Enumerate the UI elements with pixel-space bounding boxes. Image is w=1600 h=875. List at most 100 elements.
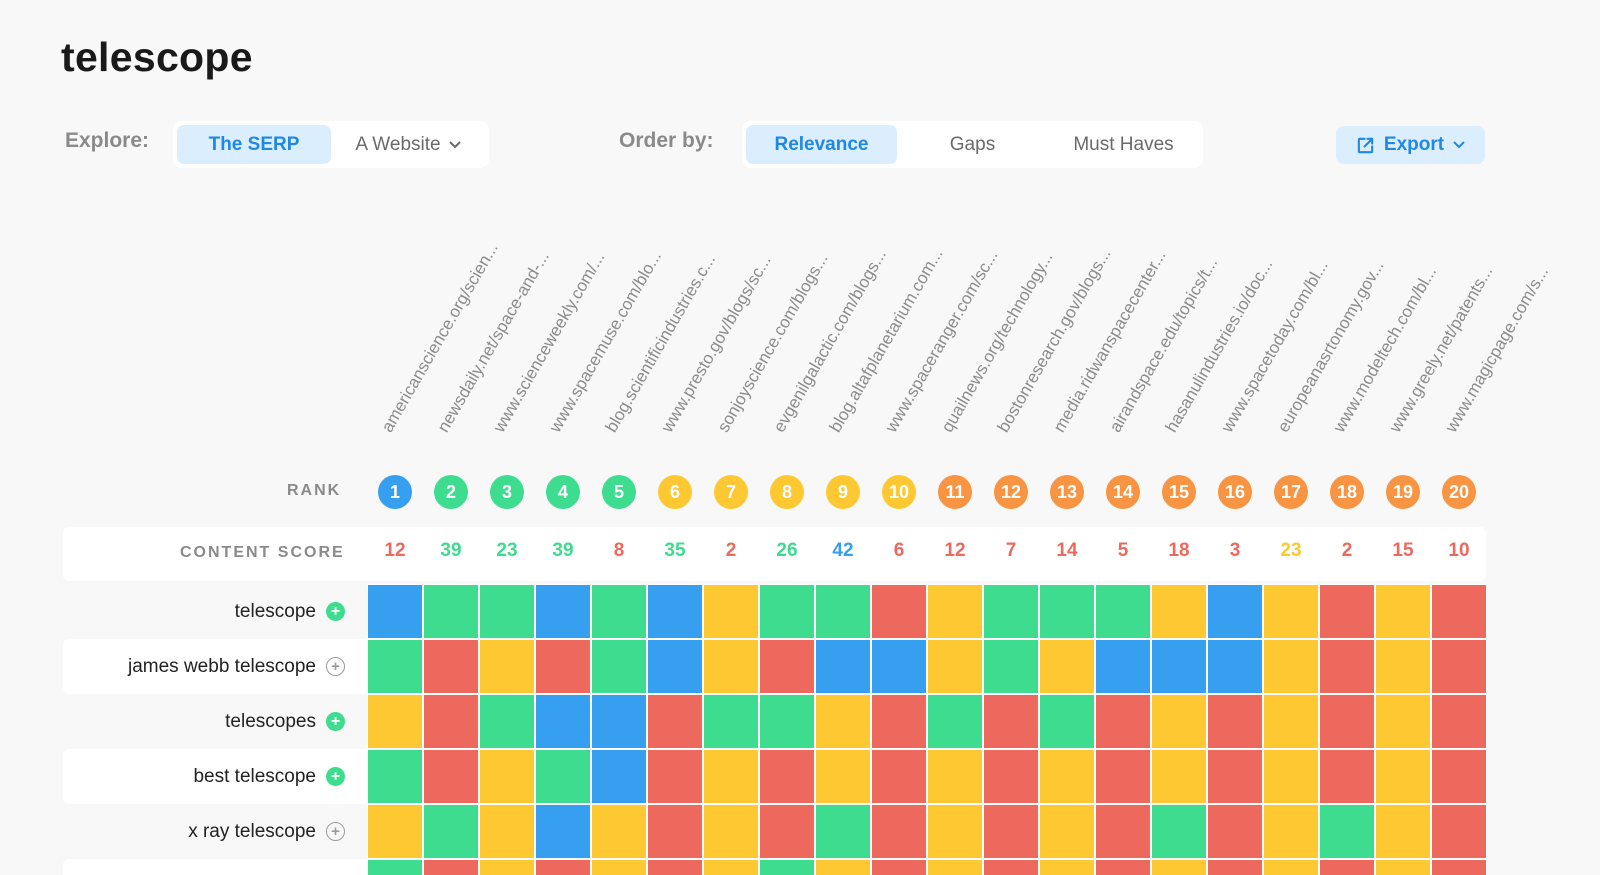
heatmap-cell[interactable] xyxy=(815,749,871,804)
heatmap-cell[interactable] xyxy=(815,639,871,694)
heatmap-cell[interactable] xyxy=(927,694,983,749)
heatmap-cell[interactable] xyxy=(367,639,423,694)
heatmap-cell[interactable] xyxy=(871,859,927,875)
heatmap-cell[interactable] xyxy=(1151,859,1207,875)
order-gaps-button[interactable]: Gaps xyxy=(949,133,996,155)
heatmap-cell[interactable] xyxy=(535,694,591,749)
heatmap-cell[interactable] xyxy=(1207,584,1263,639)
explore-a-website-dropdown[interactable]: A Website xyxy=(331,125,485,164)
heatmap-cell[interactable] xyxy=(1039,804,1095,859)
heatmap-cell[interactable] xyxy=(1039,859,1095,875)
heatmap-cell[interactable] xyxy=(591,859,647,875)
heatmap-cell[interactable] xyxy=(1375,859,1431,875)
heatmap-cell[interactable] xyxy=(1319,749,1375,804)
heatmap-cell[interactable] xyxy=(591,639,647,694)
heatmap-cell[interactable] xyxy=(1207,694,1263,749)
heatmap-cell[interactable] xyxy=(927,859,983,875)
heatmap-cell[interactable] xyxy=(1039,584,1095,639)
heatmap-cell[interactable] xyxy=(591,804,647,859)
heatmap-cell[interactable] xyxy=(535,859,591,875)
heatmap-cell[interactable] xyxy=(1039,639,1095,694)
heatmap-cell[interactable] xyxy=(703,694,759,749)
heatmap-cell[interactable] xyxy=(927,584,983,639)
heatmap-cell[interactable] xyxy=(759,694,815,749)
heatmap-cell[interactable] xyxy=(591,749,647,804)
heatmap-cell[interactable] xyxy=(367,749,423,804)
heatmap-cell[interactable] xyxy=(479,639,535,694)
heatmap-cell[interactable] xyxy=(647,584,703,639)
heatmap-cell[interactable] xyxy=(1319,804,1375,859)
heatmap-cell[interactable] xyxy=(1095,859,1151,875)
heatmap-cell[interactable] xyxy=(1375,694,1431,749)
heatmap-cell[interactable] xyxy=(1431,584,1487,639)
keyword-added-icon[interactable]: + xyxy=(326,602,345,621)
heatmap-cell[interactable] xyxy=(423,859,479,875)
heatmap-cell[interactable] xyxy=(815,804,871,859)
heatmap-cell[interactable] xyxy=(479,859,535,875)
heatmap-cell[interactable] xyxy=(647,749,703,804)
heatmap-cell[interactable] xyxy=(815,694,871,749)
heatmap-cell[interactable] xyxy=(703,639,759,694)
heatmap-cell[interactable] xyxy=(535,584,591,639)
heatmap-cell[interactable] xyxy=(479,694,535,749)
heatmap-cell[interactable] xyxy=(1375,749,1431,804)
heatmap-cell[interactable] xyxy=(1095,694,1151,749)
heatmap-cell[interactable] xyxy=(1151,639,1207,694)
heatmap-cell[interactable] xyxy=(423,804,479,859)
heatmap-cell[interactable] xyxy=(1319,694,1375,749)
heatmap-cell[interactable] xyxy=(1039,694,1095,749)
keyword-added-icon[interactable]: + xyxy=(326,767,345,786)
heatmap-cell[interactable] xyxy=(983,639,1039,694)
heatmap-cell[interactable] xyxy=(1207,749,1263,804)
heatmap-cell[interactable] xyxy=(1431,749,1487,804)
heatmap-cell[interactable] xyxy=(871,804,927,859)
heatmap-cell[interactable] xyxy=(647,694,703,749)
heatmap-cell[interactable] xyxy=(423,639,479,694)
heatmap-cell[interactable] xyxy=(1095,804,1151,859)
order-relevance-button[interactable]: Relevance xyxy=(746,125,897,164)
heatmap-cell[interactable] xyxy=(1263,584,1319,639)
heatmap-cell[interactable] xyxy=(703,749,759,804)
heatmap-cell[interactable] xyxy=(759,804,815,859)
heatmap-cell[interactable] xyxy=(983,694,1039,749)
heatmap-cell[interactable] xyxy=(1431,694,1487,749)
heatmap-cell[interactable] xyxy=(535,749,591,804)
heatmap-cell[interactable] xyxy=(871,694,927,749)
heatmap-cell[interactable] xyxy=(1319,584,1375,639)
add-keyword-icon[interactable]: + xyxy=(326,822,345,841)
heatmap-cell[interactable] xyxy=(1151,584,1207,639)
heatmap-cell[interactable] xyxy=(1151,749,1207,804)
heatmap-cell[interactable] xyxy=(1207,639,1263,694)
heatmap-cell[interactable] xyxy=(1095,749,1151,804)
heatmap-cell[interactable] xyxy=(1151,694,1207,749)
heatmap-cell[interactable] xyxy=(367,804,423,859)
heatmap-cell[interactable] xyxy=(927,749,983,804)
heatmap-cell[interactable] xyxy=(1375,639,1431,694)
heatmap-cell[interactable] xyxy=(703,584,759,639)
heatmap-cell[interactable] xyxy=(871,584,927,639)
heatmap-cell[interactable] xyxy=(1095,584,1151,639)
heatmap-cell[interactable] xyxy=(479,749,535,804)
heatmap-cell[interactable] xyxy=(1263,639,1319,694)
heatmap-cell[interactable] xyxy=(479,584,535,639)
heatmap-cell[interactable] xyxy=(479,804,535,859)
heatmap-cell[interactable] xyxy=(759,859,815,875)
heatmap-cell[interactable] xyxy=(591,584,647,639)
heatmap-cell[interactable] xyxy=(647,639,703,694)
heatmap-cell[interactable] xyxy=(535,639,591,694)
heatmap-cell[interactable] xyxy=(759,749,815,804)
heatmap-cell[interactable] xyxy=(1263,804,1319,859)
heatmap-cell[interactable] xyxy=(1375,804,1431,859)
heatmap-cell[interactable] xyxy=(535,804,591,859)
heatmap-cell[interactable] xyxy=(759,639,815,694)
heatmap-cell[interactable] xyxy=(1431,859,1487,875)
heatmap-cell[interactable] xyxy=(983,804,1039,859)
heatmap-cell[interactable] xyxy=(1319,639,1375,694)
heatmap-cell[interactable] xyxy=(367,694,423,749)
heatmap-cell[interactable] xyxy=(983,749,1039,804)
heatmap-cell[interactable] xyxy=(367,859,423,875)
heatmap-cell[interactable] xyxy=(591,694,647,749)
heatmap-cell[interactable] xyxy=(815,584,871,639)
heatmap-cell[interactable] xyxy=(1151,804,1207,859)
heatmap-cell[interactable] xyxy=(1207,859,1263,875)
